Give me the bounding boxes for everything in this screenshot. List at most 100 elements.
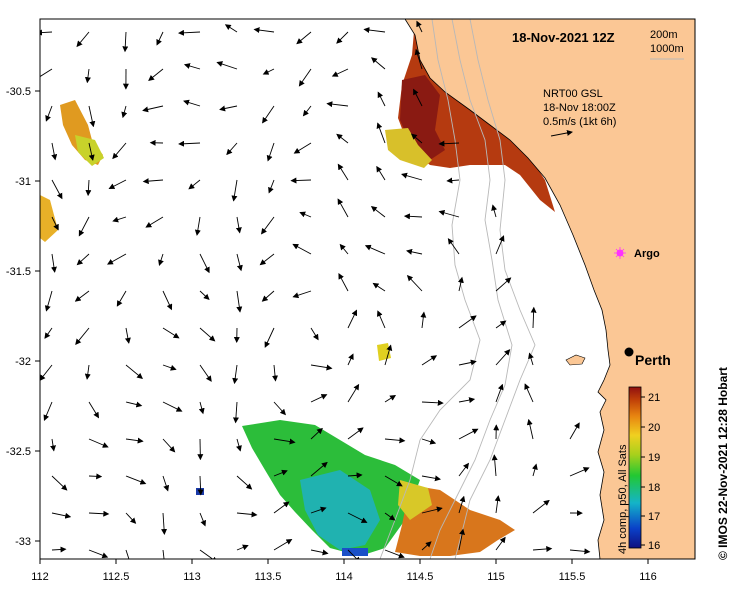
current-vector: [125, 364, 143, 380]
perth-marker[interactable]: Perth: [624, 347, 671, 369]
current-vector: [310, 549, 329, 556]
current-vector: [236, 475, 253, 490]
current-time-label: 18-Nov 18:00Z: [543, 102, 616, 114]
colorbar-tick-label: 17: [648, 511, 660, 523]
current-vector: [199, 253, 210, 274]
x-tick: 112.5: [103, 559, 130, 583]
current-vector: [162, 364, 177, 371]
x-tick-label: 112.5: [103, 571, 130, 583]
current-vector: [224, 24, 238, 33]
current-vector: [531, 463, 538, 477]
current-vector: [421, 399, 444, 406]
current-vector: [495, 349, 511, 366]
current-vector: [124, 327, 131, 344]
y-tick-label: -32.5: [6, 446, 31, 458]
current-vector: [524, 383, 534, 403]
current-vector: [108, 179, 127, 189]
current-vector: [178, 140, 201, 147]
x-tick-label: 114: [335, 571, 353, 583]
current-vector: [336, 31, 349, 44]
current-vector: [406, 248, 423, 255]
current-vector: [236, 511, 258, 518]
current-vector: [296, 31, 312, 45]
bathymetry-contours: [379, 19, 536, 559]
current-vector: [491, 204, 498, 218]
current-vector: [364, 244, 386, 255]
current-vector: [376, 122, 386, 144]
current-vector: [226, 142, 238, 156]
current-vector: [199, 327, 216, 342]
current-vector: [51, 216, 59, 231]
current-vector: [273, 469, 288, 477]
current-vector: [421, 475, 441, 482]
colorbar-caption: 4h comp, p50, All Sats: [617, 444, 629, 554]
current-vector: [51, 512, 72, 519]
current-vector: [302, 105, 312, 117]
sst-patches: [40, 19, 555, 556]
current-vector: [338, 273, 349, 292]
colorbar-tick-label: 20: [648, 422, 660, 434]
current-vector: [384, 475, 403, 487]
current-vector: [494, 495, 501, 514]
current-vector: [438, 209, 460, 218]
current-vector: [40, 364, 53, 381]
current-vector: [347, 472, 363, 479]
sst-patch-west-small-yellow: [75, 135, 104, 166]
current-vector: [416, 20, 423, 33]
current-vector: [377, 310, 386, 329]
colorbar-tick-label: 18: [648, 482, 660, 494]
colorbar-tick-label: 21: [648, 392, 660, 404]
argo-marker[interactable]: Argo: [614, 247, 660, 260]
contour-200m: [429, 19, 513, 559]
current-vectors: [40, 20, 591, 559]
map-title: 18-Nov-2021 12Z: [512, 30, 615, 45]
current-vector: [447, 238, 460, 255]
current-vector: [88, 438, 109, 448]
x-tick: 114: [335, 559, 353, 583]
current-vector: [231, 179, 238, 202]
current-vector: [420, 311, 427, 329]
current-vector: [197, 475, 204, 496]
current-vector: [421, 355, 438, 366]
x-tick-label: 116: [639, 571, 657, 583]
current-vector: [44, 327, 53, 339]
current-vector: [183, 99, 201, 107]
current-vector: [162, 475, 170, 492]
y-tick: -33: [15, 536, 40, 548]
current-vector: [88, 142, 95, 161]
current-vector: [384, 394, 397, 403]
sst-patch-north-yellow: [385, 128, 432, 168]
current-vector: [569, 548, 591, 555]
current-vector: [310, 327, 319, 341]
current-vector: [76, 31, 90, 48]
current-vector: [112, 216, 127, 223]
current-vector: [236, 438, 242, 452]
current-vector: [310, 364, 333, 371]
y-tick: -32: [15, 356, 40, 368]
current-vector: [347, 427, 364, 440]
x-tick-label: 115.5: [559, 571, 586, 583]
current-vector: [384, 437, 406, 444]
current-vector: [438, 140, 460, 147]
current-vector: [158, 253, 164, 266]
y-tick-label: -32: [15, 356, 31, 368]
current-vector: [290, 177, 312, 184]
current-vector: [148, 68, 164, 82]
current-vector: [273, 501, 290, 514]
current-vector: [310, 506, 327, 514]
current-vector: [310, 394, 328, 403]
x-tick-label: 115: [487, 571, 505, 583]
current-vector: [266, 142, 275, 162]
current-vector: [569, 422, 580, 440]
current-vector: [421, 438, 437, 445]
current-vector: [121, 105, 128, 119]
colorbar-ticks: [641, 396, 645, 546]
current-vector: [491, 454, 498, 477]
current-vector: [40, 29, 53, 36]
current-vector: [273, 538, 293, 551]
current-vector: [347, 383, 360, 403]
current-vector: [235, 216, 242, 234]
colorbar: 21 20 19 18 17 16 4h comp, p50, All Sats: [617, 386, 660, 554]
current-vector: [156, 31, 164, 46]
